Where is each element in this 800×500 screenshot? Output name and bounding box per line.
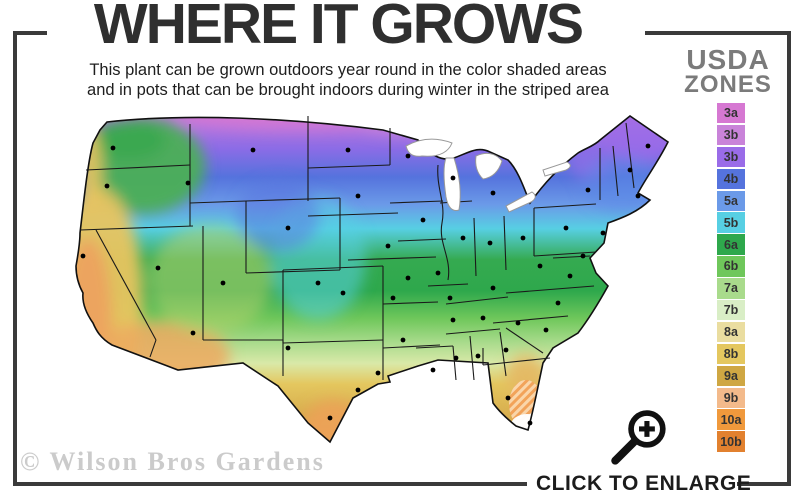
legend-zone-box: 4b bbox=[717, 168, 745, 190]
frame-border-top-right bbox=[645, 31, 791, 35]
legend-zone-box: 6a bbox=[717, 234, 745, 255]
frame-border-bottom-left bbox=[13, 482, 527, 486]
watermark: © Wilson Bros Gardens bbox=[20, 447, 325, 476]
legend-zone-box: 10a bbox=[717, 409, 745, 430]
legend-zone-box: 9a bbox=[717, 365, 745, 387]
frame-border-top-left bbox=[13, 31, 47, 35]
frame-border-right bbox=[787, 31, 791, 486]
usda-zones-legend: 3a 3b 3b 4b 5a 5b 6a 6b 7a 7b 8a 8b 9a 9b 10a 10b bbox=[717, 103, 745, 453]
city-dots bbox=[80, 143, 651, 426]
us-outline bbox=[75, 115, 670, 444]
legend-zone-box: 8b bbox=[717, 343, 745, 365]
usa-map-image bbox=[75, 115, 670, 444]
legend-zone-box: 5a bbox=[717, 190, 745, 211]
legend-zone-box: 6b bbox=[717, 256, 745, 277]
legend-zone-box: 7a bbox=[717, 278, 745, 299]
frame-border-bottom-right bbox=[737, 482, 791, 486]
legend-title-zones: ZONES bbox=[684, 71, 772, 98]
legend-zone-box: 10b bbox=[717, 431, 745, 452]
map-zone-shading bbox=[76, 116, 668, 442]
legend-title-usda: USDA bbox=[686, 44, 770, 75]
click-to-enlarge-button[interactable]: CLICK TO ENLARGE bbox=[536, 472, 752, 495]
state-borders bbox=[79, 116, 635, 381]
page-title: WHERE IT GROWS bbox=[93, 0, 584, 56]
subtitle: This plant can be grown outdoors year ro… bbox=[48, 60, 648, 100]
frame-border-left bbox=[13, 31, 17, 486]
legend-zone-box: 3b bbox=[717, 146, 745, 168]
subtitle-line1: This plant can be grown outdoors year ro… bbox=[89, 61, 607, 79]
usda-zone-map[interactable] bbox=[38, 108, 683, 453]
legend-zone-box: 7b bbox=[717, 300, 745, 321]
legend-zone-box: 9b bbox=[717, 387, 745, 408]
legend-zone-box: 3a bbox=[717, 103, 745, 124]
legend-zone-box: 5b bbox=[717, 212, 745, 233]
legend-zone-box: 3b bbox=[717, 124, 745, 146]
magnifier-plus-icon[interactable] bbox=[605, 405, 673, 471]
legend-zone-box: 8a bbox=[717, 321, 745, 343]
great-lakes bbox=[405, 138, 571, 213]
subtitle-line2: and in pots that can be brought indoors … bbox=[87, 81, 609, 99]
